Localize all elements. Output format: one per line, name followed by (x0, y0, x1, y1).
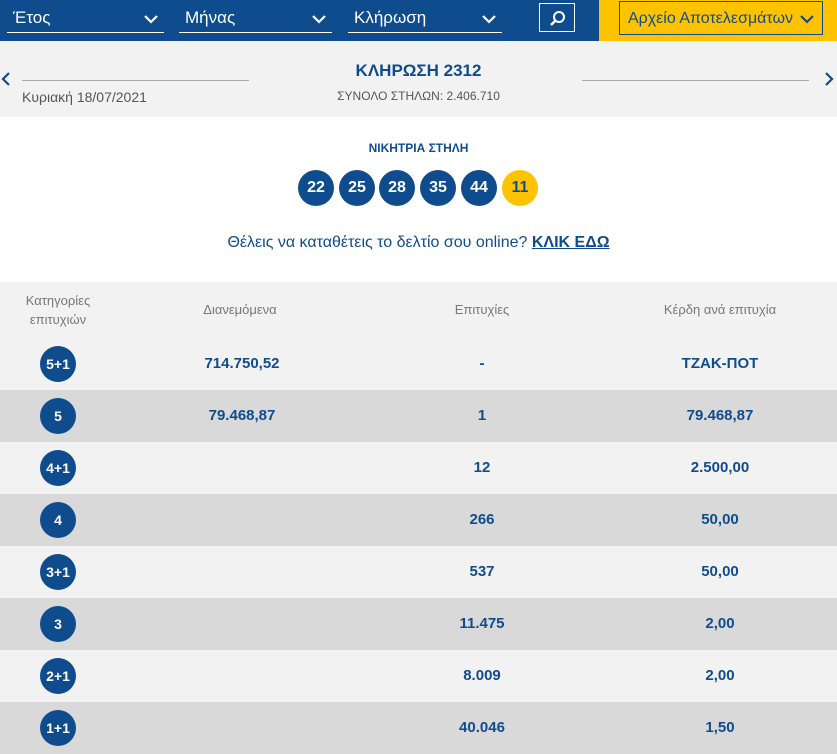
table-row: 1+1 40.046 1,50 (0, 702, 837, 754)
total-columns: ΣΥΝΟΛΟ ΣΤΗΛΩΝ: 2.406.710 (337, 89, 500, 103)
gain-cell: 50,00 (701, 563, 739, 580)
year-dropdown[interactable]: Έτος (7, 6, 164, 33)
draw-dropdown[interactable]: Κλήρωση (348, 6, 502, 33)
distributed-cell: 714.750,52 (204, 355, 280, 372)
gain-column-header: Κέρδη ανά επιτυχία (663, 302, 777, 317)
promo-text: Θέλεις να καταθέτεις το δελτίο σου onlin… (227, 234, 528, 251)
archive-results-label: Αρχείο Αποτελεσμάτων (628, 10, 793, 27)
category-badge: 2+1 (40, 658, 76, 694)
month-dropdown-label: Μήνας (185, 8, 236, 27)
winners-cell: 40.046 (459, 719, 505, 736)
table-row: 4 266 50,00 (0, 494, 837, 546)
gain-cell: 1,50 (705, 719, 735, 736)
category-badge: 3 (40, 606, 76, 642)
category-header-line: επιτυχιών (29, 312, 87, 327)
chevron-down-icon (800, 15, 814, 24)
draw-title: ΚΛΗΡΩΣΗ 2312 (355, 61, 482, 80)
draw-header: Κυριακή 18/07/2021 ΚΛΗΡΩΣΗ 2312 ΣΥΝΟΛΟ Σ… (0, 41, 837, 117)
distributed-cell: 79.468,87 (208, 407, 276, 424)
draw-date: Κυριακή 18/07/2021 (22, 89, 147, 105)
category-badge: 4+1 (40, 450, 76, 486)
archive-zone: Αρχείο Αποτελεσμάτων (599, 0, 837, 41)
table-row: 4+1 12 2.500,00 (0, 442, 837, 494)
winners-cell: 1 (477, 407, 487, 424)
winning-column-title: ΝΙΚΗΤΡΙΑ ΣΤΗΛΗ (368, 141, 469, 155)
divider (582, 80, 809, 81)
search-button[interactable] (539, 3, 575, 32)
gain-cell: 79.468,87 (686, 407, 754, 424)
winners-cell: 8.009 (463, 667, 501, 684)
chevron-down-icon (312, 15, 326, 24)
winning-number-ball: 28 (379, 170, 415, 206)
winning-number-ball: 35 (420, 170, 456, 206)
previous-draw-arrow-icon[interactable] (0, 71, 14, 87)
distributed-column-header: Διανεμόμενα (203, 302, 277, 317)
month-dropdown[interactable]: Μήνας (179, 6, 332, 33)
chevron-down-icon (144, 15, 158, 24)
category-column-header: Κατηγορίες επιτυχιών (0, 291, 116, 329)
winners-column-header: Επιτυχίες (454, 302, 510, 317)
table-row: 3 11.475 2,00 (0, 598, 837, 650)
joker-number-ball: 11 (502, 170, 538, 206)
winners-cell: 537 (469, 563, 495, 580)
winning-number-ball: 25 (339, 170, 375, 206)
category-badge: 1+1 (40, 710, 76, 746)
table-row: 5 79.468,87 1 79.468,87 (0, 390, 837, 442)
winners-cell: 12 (473, 459, 491, 476)
winners-cell: - (479, 355, 485, 372)
winning-number-ball: 22 (298, 170, 334, 206)
divider (22, 80, 249, 81)
winning-number-ball: 44 (461, 170, 497, 206)
category-header-line: Κατηγορίες (25, 293, 91, 308)
gain-cell: ΤΖΑΚ-ΠΟΤ (681, 355, 759, 372)
gain-cell: 2,00 (705, 615, 735, 632)
search-icon (550, 11, 565, 26)
gain-cell: 50,00 (701, 511, 739, 528)
click-here-link[interactable]: ΚΛΙΚ ΕΔΩ (531, 234, 610, 251)
results-table-header: Κατηγορίες επιτυχιών Διανεμόμενα Επιτυχί… (0, 282, 837, 338)
table-row: 2+1 8.009 2,00 (0, 650, 837, 702)
filter-bar: Έτος Μήνας Κλήρωση Αρχείο Αποτελεσμάτων (0, 0, 837, 41)
next-draw-arrow-icon[interactable] (821, 71, 835, 87)
table-row: 5+1 714.750,52 - ΤΖΑΚ-ΠΟΤ (0, 338, 837, 390)
category-badge: 4 (40, 502, 76, 538)
draw-dropdown-label: Κλήρωση (354, 8, 427, 27)
gain-cell: 2,00 (705, 667, 735, 684)
category-badge: 5 (40, 398, 76, 434)
gain-cell: 2.500,00 (690, 459, 750, 476)
online-promo: Θέλεις να καταθέτεις το δελτίο σου onlin… (0, 234, 837, 252)
year-dropdown-label: Έτος (13, 8, 51, 27)
winners-cell: 266 (469, 511, 495, 528)
category-badge: 3+1 (40, 554, 76, 590)
category-badge: 5+1 (40, 346, 76, 382)
results-table-body: 5+1 714.750,52 - ΤΖΑΚ-ΠΟΤ 5 79.468,87 1 … (0, 338, 837, 754)
table-row: 3+1 537 50,00 (0, 546, 837, 598)
winners-cell: 11.475 (459, 615, 505, 632)
chevron-down-icon (482, 15, 496, 24)
archive-results-dropdown[interactable]: Αρχείο Αποτελεσμάτων (619, 1, 823, 35)
